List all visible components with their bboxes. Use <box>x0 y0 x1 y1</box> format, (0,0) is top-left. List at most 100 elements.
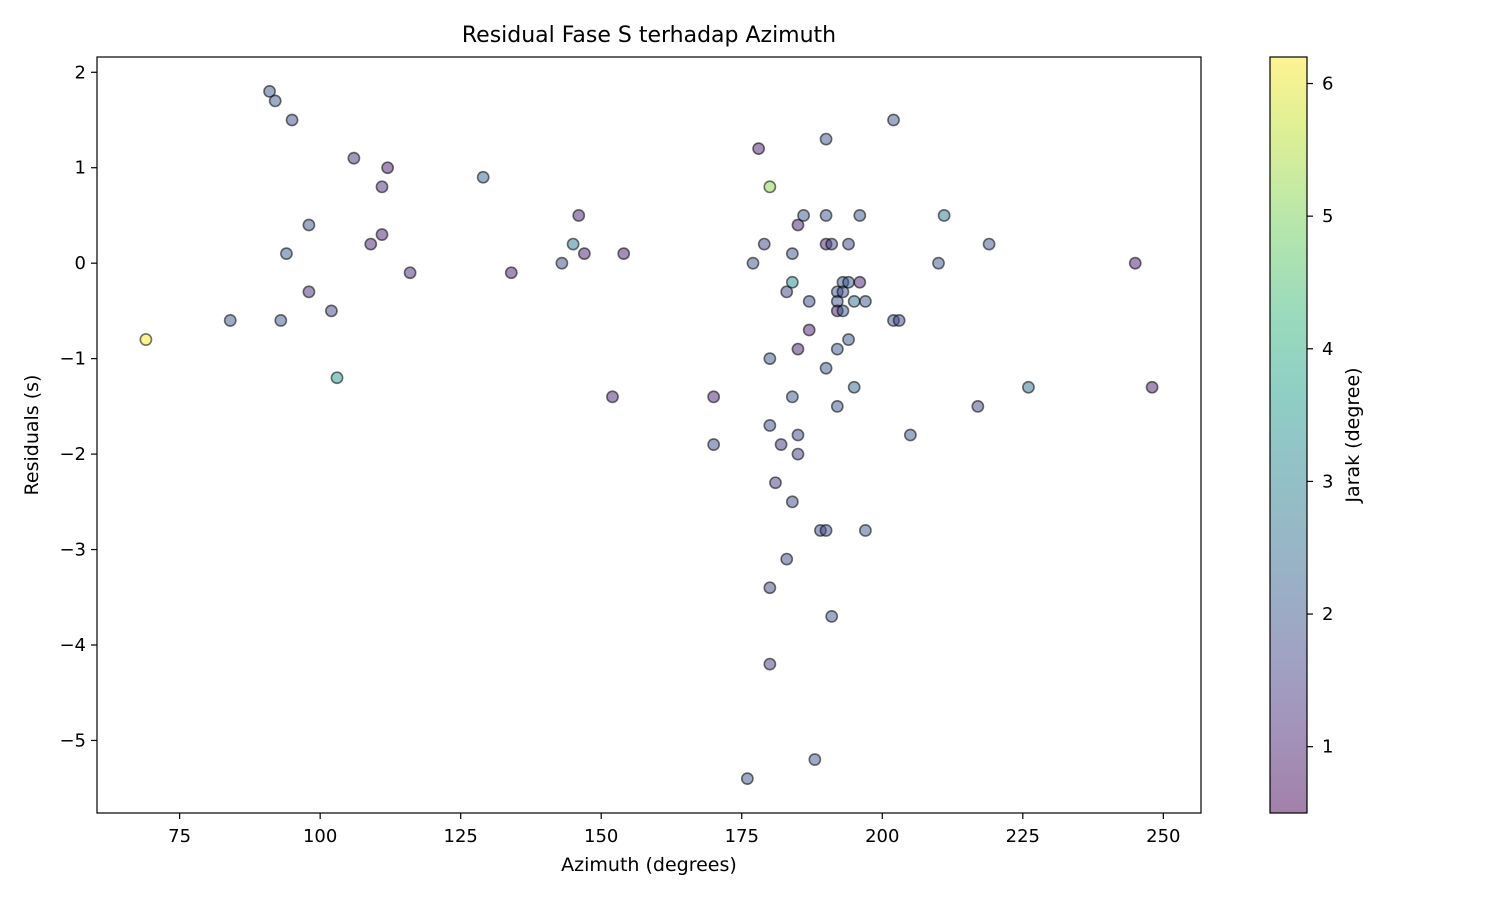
points-layer <box>139 84 1159 786</box>
data-point <box>1145 380 1159 394</box>
data-point <box>802 323 816 337</box>
y-tick-label: −5 <box>59 730 86 751</box>
data-point <box>797 209 810 222</box>
data-point <box>280 247 293 261</box>
data-point <box>763 657 777 671</box>
colorbar-label: Jarak (degree) <box>1342 367 1364 503</box>
data-point <box>746 256 760 270</box>
data-point <box>802 294 816 308</box>
colorbar-tick-label: 4 <box>1322 339 1333 360</box>
y-tick-label: 0 <box>75 253 86 274</box>
colorbar-tick-label: 2 <box>1322 604 1333 625</box>
data-point <box>887 113 900 127</box>
data-point <box>763 352 777 366</box>
x-tick-label: 75 <box>168 826 191 847</box>
data-point <box>819 132 833 146</box>
data-point <box>364 237 378 251</box>
x-tick-label: 175 <box>725 826 759 847</box>
data-point <box>263 84 276 98</box>
colorbar-tick-label: 6 <box>1322 74 1333 95</box>
data-point <box>932 256 945 270</box>
data-point <box>791 428 805 442</box>
data-point <box>757 237 771 251</box>
data-point <box>785 495 799 509</box>
data-point <box>819 361 833 375</box>
x-tick-label: 125 <box>444 826 478 847</box>
data-point <box>763 180 777 194</box>
colorbar-tick-label: 5 <box>1322 206 1333 227</box>
data-point <box>740 772 754 786</box>
data-point <box>785 247 799 261</box>
x-axis: 75 100 125 150 175 200 225 250 <box>168 813 1181 847</box>
data-point <box>819 209 833 222</box>
data-point <box>375 228 389 241</box>
data-point <box>347 151 361 165</box>
data-point <box>836 304 850 318</box>
x-tick-label: 150 <box>584 826 618 847</box>
data-point <box>555 256 569 270</box>
data-point <box>791 342 805 356</box>
x-tick-label: 225 <box>1006 826 1040 847</box>
chart-title: Residual Fase S terhadap Azimuth <box>462 23 836 48</box>
data-point <box>763 419 777 432</box>
data-point <box>707 438 721 451</box>
x-tick-label: 250 <box>1146 826 1180 847</box>
data-point <box>825 237 839 251</box>
data-point <box>577 247 591 261</box>
data-point <box>1128 256 1142 270</box>
data-point <box>606 390 619 404</box>
data-point <box>830 342 844 356</box>
y-axis: −5 −4 −3 −2 −1 0 1 2 <box>59 62 97 751</box>
data-point <box>842 333 855 346</box>
colorbar-tick-label: 3 <box>1322 471 1333 492</box>
data-point <box>752 142 766 156</box>
data-point <box>780 552 794 566</box>
data-point <box>847 294 861 308</box>
data-point <box>785 390 799 404</box>
colorbar-tick-label: 1 <box>1322 737 1333 758</box>
colorbar: 1 2 3 4 5 6 Jarak (degree) <box>1269 56 1364 814</box>
data-point <box>903 428 917 442</box>
data-point <box>274 314 288 327</box>
data-point <box>763 581 777 595</box>
data-point <box>1022 380 1035 394</box>
colorbar-gradient <box>1269 56 1308 814</box>
data-point <box>892 314 906 327</box>
data-point <box>330 371 344 385</box>
y-axis-label: Residuals (s) <box>21 375 43 496</box>
data-point <box>268 94 282 108</box>
data-point <box>325 304 338 318</box>
x-axis-label: Azimuth (degrees) <box>561 854 737 876</box>
data-point <box>707 390 721 404</box>
x-tick-label: 200 <box>865 826 899 847</box>
data-point <box>139 333 153 346</box>
data-point <box>791 218 805 232</box>
data-point <box>819 524 833 537</box>
y-tick-label: −3 <box>59 540 86 561</box>
data-point <box>785 275 799 289</box>
data-point <box>617 247 631 261</box>
data-point <box>381 161 395 175</box>
data-point <box>825 609 839 623</box>
data-point <box>859 524 872 537</box>
data-point <box>830 399 844 413</box>
data-point <box>971 399 985 413</box>
colorbar-ticks: 1 2 3 4 5 6 <box>1307 74 1333 758</box>
data-point <box>842 275 855 289</box>
data-point <box>302 285 316 299</box>
data-point <box>847 380 861 394</box>
data-point <box>476 170 490 184</box>
y-tick-label: −1 <box>59 349 86 370</box>
data-point <box>791 447 805 461</box>
data-point <box>836 285 850 299</box>
data-point <box>808 753 822 766</box>
data-point <box>853 209 867 222</box>
data-point <box>566 237 580 251</box>
data-point <box>774 438 788 451</box>
y-tick-label: −4 <box>59 635 86 656</box>
data-point <box>937 209 951 222</box>
data-point <box>285 113 299 127</box>
data-point <box>403 266 417 280</box>
data-point <box>223 314 237 327</box>
